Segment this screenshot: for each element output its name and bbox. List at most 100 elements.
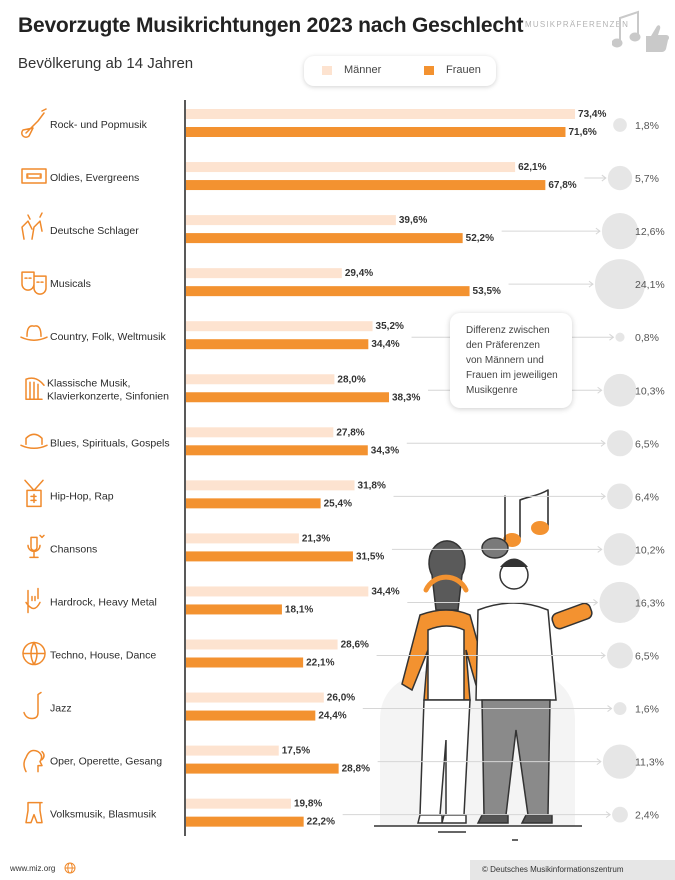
copyright: © Deutsches Musikinformationszentrum — [470, 860, 675, 880]
source-url[interactable]: www.miz.org — [10, 864, 56, 873]
difference-label: 0,8% — [635, 332, 659, 344]
bar-men — [186, 480, 355, 491]
bar-men — [186, 586, 369, 597]
connector-arrow — [601, 174, 607, 182]
bar-women — [186, 551, 353, 562]
value-label-women: 28,8% — [342, 764, 370, 775]
music-note-icon — [531, 521, 549, 535]
difference-bubble — [607, 165, 633, 191]
connector-arrow — [600, 652, 606, 659]
value-label-women: 52,2% — [466, 233, 494, 244]
value-label-men: 39,6% — [399, 215, 427, 226]
connector-arrow — [605, 811, 611, 819]
bar-women — [186, 816, 304, 827]
category-label: Deutsche Schlager — [50, 225, 139, 237]
difference-label: 10,2% — [635, 544, 665, 556]
value-label-men: 19,8% — [294, 799, 322, 810]
music-note-icon — [519, 489, 549, 539]
value-label-women: 24,4% — [318, 711, 346, 722]
difference-bubble — [601, 212, 639, 250]
value-label-men: 73,4% — [578, 109, 606, 120]
bar-women — [186, 763, 339, 774]
brand-label: MUSIKPRÄFERENZEN — [525, 20, 630, 29]
difference-bubble — [606, 642, 634, 669]
legend-label-women: Frauen — [446, 64, 481, 76]
category-label: Hardrock, Heavy Metal — [50, 596, 157, 608]
guitar-icon — [21, 108, 47, 138]
legend-swatch-women — [424, 66, 434, 75]
value-label-women: 53,5% — [473, 286, 501, 297]
category-label: Oper, Operette, Gesang — [50, 756, 162, 768]
bar-women — [186, 233, 463, 244]
tooltip-line: den Präferenzen — [466, 340, 540, 351]
bar-men — [186, 321, 373, 332]
value-label-men: 31,8% — [358, 480, 386, 491]
difference-label: 1,6% — [635, 704, 659, 716]
difference-label: 16,3% — [635, 597, 665, 609]
value-label-women: 31,5% — [356, 551, 384, 562]
value-label-men: 28,0% — [337, 374, 365, 385]
difference-bubble — [613, 118, 627, 132]
value-label-men: 62,1% — [518, 162, 546, 173]
category-label: Rock- und Popmusik — [50, 119, 148, 131]
bar-women — [186, 710, 316, 721]
bar-women — [186, 127, 566, 137]
category-label: Jazz — [50, 703, 72, 715]
value-label-men: 27,8% — [336, 427, 364, 438]
bar-men — [186, 427, 334, 438]
bar-men — [186, 162, 516, 173]
difference-bubble — [612, 806, 628, 823]
chart-title: Bevorzugte Musikrichtungen 2023 nach Ges… — [18, 14, 524, 37]
clapping-hands-icon — [21, 212, 43, 240]
value-label-women: 22,2% — [307, 817, 335, 828]
bar-men — [186, 109, 576, 119]
difference-label: 6,5% — [635, 438, 659, 450]
category-label: Techno, House, Dance — [50, 650, 156, 662]
value-label-women: 34,4% — [371, 339, 399, 350]
rock-hand-icon — [25, 587, 41, 614]
bar-women — [186, 498, 321, 509]
category-label: Klassische Musik, Klavierkonzerte, Sinfon… — [47, 377, 169, 402]
category-label: Blues, Spirituals, Gospels — [50, 437, 170, 449]
difference-bubble — [606, 430, 634, 457]
woman-figure — [427, 625, 465, 701]
value-label-men: 29,4% — [345, 268, 373, 279]
difference-bubble — [599, 581, 641, 624]
bar-men — [186, 692, 324, 703]
value-label-men: 34,4% — [371, 586, 399, 597]
legend-label-men: Männer — [344, 64, 382, 76]
connector-arrow — [607, 705, 613, 712]
category-label: Volksmusik, Blasmusik — [50, 809, 157, 821]
category-label: Hip-Hop, Rap — [50, 490, 114, 502]
music-thumbs-up-icon — [612, 10, 670, 52]
difference-bubble — [615, 332, 625, 342]
bar-men — [186, 639, 338, 650]
cowboy-hat-icon — [20, 325, 48, 341]
value-label-men: 21,3% — [302, 533, 330, 544]
bar-women — [186, 180, 546, 191]
difference-bubble — [603, 373, 637, 407]
difference-label: 5,7% — [635, 173, 659, 185]
cassette-icon — [21, 168, 47, 184]
category-label: Country, Folk, Weltmusik — [50, 331, 166, 343]
difference-label: 10,3% — [635, 385, 665, 397]
harp-icon — [25, 377, 45, 400]
globe-icon — [22, 641, 46, 666]
bar-men — [186, 268, 342, 279]
category-label: Chansons — [50, 543, 97, 555]
difference-label: 6,4% — [635, 491, 659, 503]
headphones-icon — [423, 574, 469, 593]
value-label-men: 17,5% — [282, 746, 310, 757]
connector-arrow — [609, 333, 615, 341]
singer-head-icon — [23, 749, 45, 773]
connector-arrow — [597, 546, 603, 553]
connector-arrow — [595, 227, 601, 235]
tooltip-line: Musikgenre — [466, 385, 518, 396]
difference-label: 6,5% — [635, 651, 659, 663]
value-label-women: 22,1% — [306, 658, 334, 669]
bar-men — [186, 533, 299, 544]
value-label-women: 67,8% — [548, 180, 576, 191]
microphone-heart-icon — [27, 534, 45, 559]
bar-men — [186, 745, 279, 756]
